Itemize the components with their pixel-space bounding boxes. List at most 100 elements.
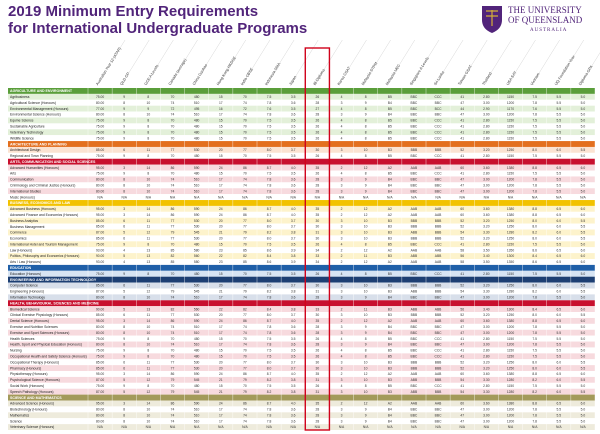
cell: 8.2 bbox=[532, 290, 537, 294]
cell: 1250 bbox=[507, 360, 515, 364]
cell: 70 bbox=[243, 125, 247, 129]
cell: 3 bbox=[341, 296, 343, 300]
cell: 9 bbox=[365, 343, 367, 347]
program-name: Clinical Exercise Physiology (Honours) bbox=[10, 313, 68, 317]
cell: 35 bbox=[316, 166, 320, 170]
cell: BBB bbox=[435, 148, 442, 152]
section-header bbox=[8, 200, 595, 206]
cell: 47 bbox=[460, 178, 464, 182]
row-bg bbox=[8, 123, 595, 130]
cell: 7.6 bbox=[267, 107, 272, 111]
cell: BBC bbox=[435, 113, 442, 117]
cell: 3 bbox=[341, 178, 343, 182]
cell: CCC bbox=[434, 154, 442, 158]
program-name: Social Work (Honours) bbox=[10, 384, 44, 388]
cell: 21 bbox=[219, 231, 223, 235]
cell: 3.20 bbox=[483, 225, 490, 229]
cell: 3 bbox=[341, 366, 343, 370]
cell: B4 bbox=[388, 413, 392, 417]
cell: 4 bbox=[341, 349, 343, 353]
cell: 26 bbox=[316, 154, 320, 158]
cell: 6 bbox=[123, 284, 125, 288]
cell: 5.5 bbox=[556, 325, 561, 329]
cell: 3 bbox=[341, 290, 343, 294]
section-header bbox=[8, 88, 595, 94]
cell: 10 bbox=[147, 101, 151, 105]
cell: 7.8 bbox=[267, 101, 272, 105]
cell: 5.5 bbox=[556, 242, 561, 246]
cell: 3.20 bbox=[483, 284, 490, 288]
row-bg bbox=[8, 329, 595, 336]
cell: BBB bbox=[435, 360, 442, 364]
cell: 17 bbox=[219, 113, 223, 117]
cell: 86 bbox=[171, 166, 175, 170]
cell: 7.5 bbox=[532, 136, 537, 140]
cell: 8.2 bbox=[267, 290, 272, 294]
section-header bbox=[8, 300, 595, 307]
cell: 77 bbox=[243, 237, 247, 241]
cell: 35 bbox=[316, 213, 320, 217]
cell: 8.0 bbox=[267, 313, 272, 317]
cell: 13 bbox=[147, 307, 151, 311]
cell: BBC bbox=[411, 172, 418, 176]
cell: BBB bbox=[411, 360, 418, 364]
cell: N/A bbox=[242, 425, 248, 429]
cell: 4.0 bbox=[291, 207, 296, 211]
cell: ABB bbox=[435, 307, 442, 311]
cell: CCC bbox=[434, 125, 442, 129]
cell: 11 bbox=[147, 225, 151, 229]
cell: N/A bbox=[508, 425, 514, 429]
header-rule bbox=[217, 39, 246, 86]
cell: BBB bbox=[411, 148, 418, 152]
cell: 5.0 bbox=[581, 384, 586, 388]
cell: N/A bbox=[484, 195, 490, 199]
cell: 8.2 bbox=[532, 231, 537, 235]
cell: 8 bbox=[365, 354, 367, 358]
logo-text: THE UNIVERSITY bbox=[508, 5, 582, 15]
cell: BBB bbox=[435, 390, 442, 394]
cell: 21 bbox=[219, 390, 223, 394]
cell: B5 bbox=[388, 154, 392, 158]
cell: 6.0 bbox=[556, 237, 561, 241]
cell: 75.00 bbox=[96, 119, 104, 123]
cell: 8 bbox=[147, 337, 149, 341]
cell: 41 bbox=[460, 172, 464, 176]
header-rule bbox=[96, 39, 126, 86]
cell: 52 bbox=[460, 284, 464, 288]
cell: 80.00 bbox=[96, 296, 104, 300]
cell: 6.0 bbox=[581, 213, 586, 217]
cell: 74 bbox=[243, 331, 247, 335]
cell: 41 bbox=[460, 154, 464, 158]
cell: 5.0 bbox=[581, 413, 586, 417]
cell: 590 bbox=[194, 319, 200, 323]
cell: 77 bbox=[171, 219, 175, 223]
row-bg bbox=[8, 382, 595, 389]
header-rule bbox=[555, 39, 584, 86]
cell: 8.8 bbox=[532, 402, 537, 406]
cell: 3.7 bbox=[291, 237, 296, 241]
cell: 4 bbox=[341, 130, 343, 134]
cell: 480 bbox=[194, 337, 200, 341]
program-name: Criminology and Criminal Justice (Honour… bbox=[10, 183, 75, 187]
cell: BBC bbox=[411, 413, 418, 417]
row-bg bbox=[8, 182, 595, 189]
cell: 15 bbox=[219, 384, 223, 388]
cell: 1150 bbox=[507, 125, 514, 129]
cell: 3.6 bbox=[291, 113, 296, 117]
cell: 7.8 bbox=[532, 183, 537, 187]
cell: 530 bbox=[194, 237, 200, 241]
cell: 510 bbox=[194, 189, 200, 193]
cell: AAB bbox=[411, 213, 418, 217]
cell: 9 bbox=[123, 95, 125, 99]
cell: 4 bbox=[341, 337, 343, 341]
cell: 8 bbox=[147, 349, 149, 353]
cell: 8.7 bbox=[267, 372, 272, 376]
cell: 56 bbox=[460, 254, 464, 258]
cell: 3.50 bbox=[483, 260, 490, 264]
cell: BBC bbox=[411, 272, 418, 276]
program-name: Occupational Health and Safety Science (… bbox=[10, 354, 87, 358]
cell: 79 bbox=[171, 378, 175, 382]
cell: 3.8 bbox=[291, 390, 296, 394]
cell: 75.00 bbox=[96, 349, 104, 353]
cell: 80.00 bbox=[96, 101, 104, 105]
